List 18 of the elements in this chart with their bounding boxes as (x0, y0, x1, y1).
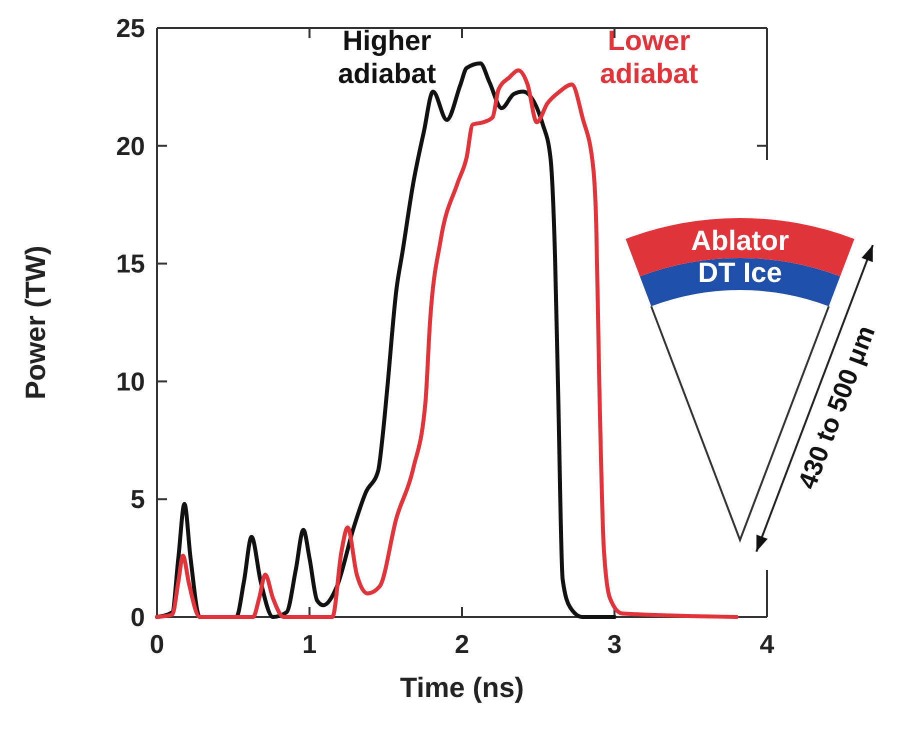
y-tick-label: 5 (130, 484, 145, 514)
y-tick-label: 25 (116, 13, 145, 43)
y-tick-label: 15 (116, 248, 145, 279)
x-tick-label: 0 (150, 629, 164, 659)
x-tick-label: 1 (302, 629, 317, 659)
y-tick-label: 20 (116, 130, 145, 161)
annotation: Ablator (691, 225, 790, 256)
series-label: Lower adiabat (600, 25, 698, 89)
x-tick-label: 2 (454, 629, 470, 659)
x-tick-label: 3 (607, 629, 622, 659)
series-label: Higher adiabat (338, 25, 436, 89)
text: 430 to 500 μm (792, 321, 881, 493)
y-axis-title: Power (TW) (20, 246, 51, 400)
annotation: DT Ice (698, 257, 782, 288)
x-axis-title: Time (ns) (400, 672, 524, 703)
y-tick-label: 0 (130, 602, 145, 632)
x-tick-label: 4 (760, 629, 775, 659)
y-tick-label: 10 (116, 366, 145, 396)
